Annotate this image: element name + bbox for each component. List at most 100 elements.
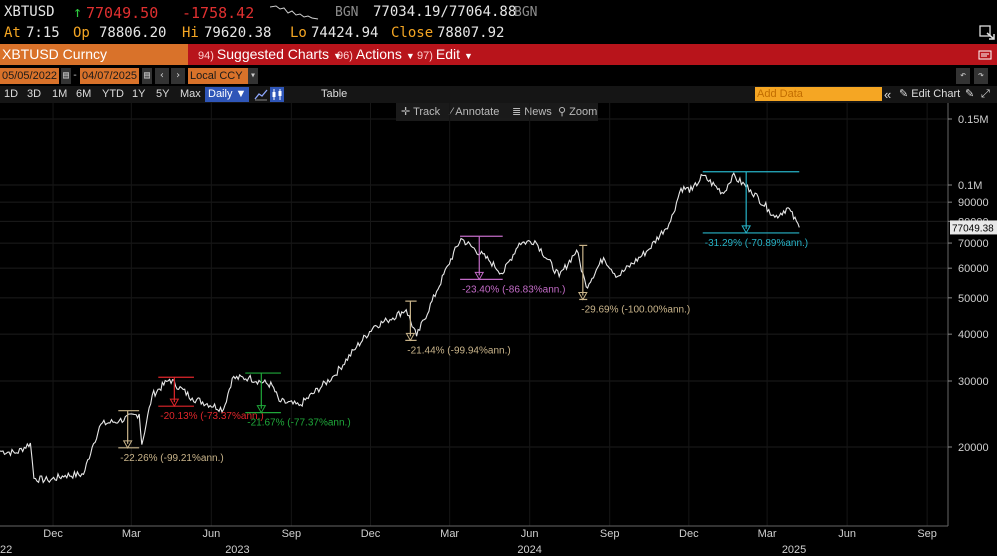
source-label-2: BGN bbox=[514, 5, 538, 20]
add-data-input[interactable]: Add Data bbox=[755, 87, 882, 101]
close-label: Close bbox=[391, 25, 434, 41]
collapse-icon[interactable]: « bbox=[884, 87, 892, 102]
news-icon: ≣ bbox=[512, 106, 522, 118]
drawdown-annotations: -22.26% (-99.21%ann.) -20.13% (-73.37%ann… bbox=[118, 171, 808, 464]
news-tool[interactable]: ≣ News bbox=[512, 104, 552, 121]
actions-label: Actions bbox=[355, 46, 402, 62]
edit-icon[interactable]: ✎ bbox=[965, 88, 975, 100]
x-tick-label: Sep bbox=[282, 528, 302, 540]
menu-bar bbox=[0, 44, 997, 65]
end-date-input[interactable]: 04/07/2025 bbox=[80, 68, 140, 84]
table-button[interactable]: Table bbox=[321, 88, 348, 100]
x-tick-label: Mar bbox=[758, 528, 777, 540]
drawdown-label: -29.69% (-100.00%ann.) bbox=[581, 304, 690, 315]
x-tick-label: Sep bbox=[600, 528, 620, 540]
price-line bbox=[0, 172, 800, 484]
x-tick-label: Jun bbox=[838, 528, 856, 540]
x-year-label: 2022 bbox=[0, 544, 12, 556]
sparkline-icon bbox=[270, 5, 319, 20]
expand-icon[interactable]: ⤢ bbox=[981, 88, 990, 100]
pencil-icon: ✎ bbox=[899, 88, 909, 100]
price-series bbox=[0, 172, 800, 484]
drawdown-arrowhead bbox=[741, 225, 752, 234]
period-3d[interactable]: 3D bbox=[27, 88, 42, 100]
period-1y[interactable]: 1Y bbox=[132, 88, 146, 100]
bid-ask: 77034.19/77064.88 bbox=[373, 4, 517, 20]
export-icon[interactable] bbox=[979, 24, 995, 40]
up-arrow-icon: ↑ bbox=[73, 3, 83, 21]
period-5y[interactable]: 5Y bbox=[156, 88, 170, 100]
chevron-down-icon: ▼ bbox=[332, 51, 342, 61]
price-change: -1758.42 bbox=[182, 4, 255, 22]
price-chart[interactable]: -22.26% (-99.21%ann.) -20.13% (-73.37%ann… bbox=[0, 103, 997, 556]
chevron-right-icon[interactable]: › bbox=[171, 68, 185, 84]
suggested-charts-number: 94) bbox=[198, 50, 214, 62]
chevron-down-icon: ▼ bbox=[405, 51, 415, 61]
period-1d[interactable]: 1D bbox=[4, 88, 19, 100]
period-6m[interactable]: 6M bbox=[76, 88, 92, 100]
drawdown-arrowhead bbox=[405, 332, 416, 342]
y-tick-label: 40000 bbox=[958, 329, 989, 341]
y-tick-label: 90000 bbox=[958, 197, 989, 209]
annotate-tool[interactable]: ⁄ Annotate bbox=[451, 104, 499, 121]
at-value: 7:15 bbox=[26, 25, 60, 41]
x-year-label: 2023 bbox=[225, 544, 249, 556]
close-value: 78807.92 bbox=[437, 25, 505, 41]
candlestick-icon[interactable] bbox=[270, 87, 284, 102]
source-label: BGN bbox=[335, 5, 359, 20]
period-ytd[interactable]: YTD bbox=[102, 88, 124, 100]
suggested-charts-menu[interactable]: 94) Suggested Charts ▼ bbox=[198, 44, 342, 65]
edit-chart-button[interactable]: ✎ Edit Chart bbox=[899, 87, 960, 102]
redo-icon[interactable]: ↷ bbox=[974, 68, 988, 84]
high-value: 79620.38 bbox=[204, 25, 272, 41]
actions-menu[interactable]: 96) Actions ▼ bbox=[337, 44, 415, 65]
calendar-icon[interactable]: ▤ bbox=[61, 68, 71, 84]
undo-icon[interactable]: ↶ bbox=[956, 68, 970, 84]
edit-number: 97) bbox=[417, 50, 433, 62]
drawdown-label: -20.13% (-73.37%ann.) bbox=[160, 411, 263, 422]
calendar-icon[interactable]: ▤ bbox=[142, 68, 152, 84]
security-field[interactable]: XBTUSD Curncy bbox=[0, 44, 188, 65]
x-tick-label: Dec bbox=[43, 528, 63, 540]
date-separator: - bbox=[71, 68, 79, 84]
drawdown-label: -21.67% (-77.37%ann.) bbox=[247, 418, 350, 429]
y-tick-label: 70000 bbox=[958, 238, 989, 250]
track-label: Track bbox=[413, 106, 441, 118]
x-tick-label: Dec bbox=[679, 528, 699, 540]
chevron-down-icon[interactable]: ▾ bbox=[248, 68, 258, 84]
y-tick-label: 20000 bbox=[958, 442, 989, 454]
crosshair-icon: ✛ bbox=[401, 106, 411, 118]
zoom-tool[interactable]: ⚲ Zoom bbox=[558, 104, 597, 121]
magnifier-icon: ⚲ bbox=[558, 106, 567, 118]
chevron-left-icon[interactable]: ‹ bbox=[155, 68, 169, 84]
low-label: Lo bbox=[290, 25, 307, 41]
period-max[interactable]: Max bbox=[180, 88, 201, 100]
high-label: Hi bbox=[182, 25, 199, 41]
last-price: 77049.50 bbox=[86, 4, 159, 22]
y-tick-label: 0.1M bbox=[958, 180, 982, 192]
chart-grid bbox=[0, 103, 948, 526]
zoom-label: Zoom bbox=[569, 106, 598, 118]
period-1m[interactable]: 1M bbox=[52, 88, 68, 100]
drawdown-arrowhead bbox=[122, 440, 133, 449]
x-tick-label: Mar bbox=[122, 528, 141, 540]
actions-number: 96) bbox=[337, 50, 353, 62]
track-tool[interactable]: ✛ Track bbox=[401, 104, 440, 121]
drawdown-label: -31.29% (-70.89%ann.) bbox=[705, 238, 808, 249]
x-tick-label: Mar bbox=[440, 528, 459, 540]
y-axis: 0.15M0.1M9000080000700006000050000400003… bbox=[947, 103, 997, 526]
x-tick-label: Jun bbox=[521, 528, 539, 540]
settings-icon[interactable] bbox=[977, 47, 993, 61]
currency-select[interactable]: Local CCY bbox=[188, 68, 250, 84]
drawdown-arrowhead bbox=[474, 271, 485, 281]
drawdown-arrowhead bbox=[169, 398, 180, 408]
y-tick-label: 0.15M bbox=[958, 114, 989, 126]
line-chart-icon[interactable] bbox=[254, 88, 268, 101]
x-axis: Dec Mar Jun Sep Dec Mar Jun Sep Dec Mar Jun Sep 2022… bbox=[0, 525, 948, 556]
start-date-input[interactable]: 05/05/2022 bbox=[0, 68, 60, 84]
edit-menu[interactable]: 97) Edit ▼ bbox=[417, 44, 473, 65]
edit-chart-label: Edit Chart bbox=[911, 88, 961, 100]
x-year-label: 2025 bbox=[782, 544, 806, 556]
annotate-label: Annotate bbox=[455, 106, 500, 118]
frequency-select[interactable]: Daily ▼ bbox=[205, 87, 250, 102]
